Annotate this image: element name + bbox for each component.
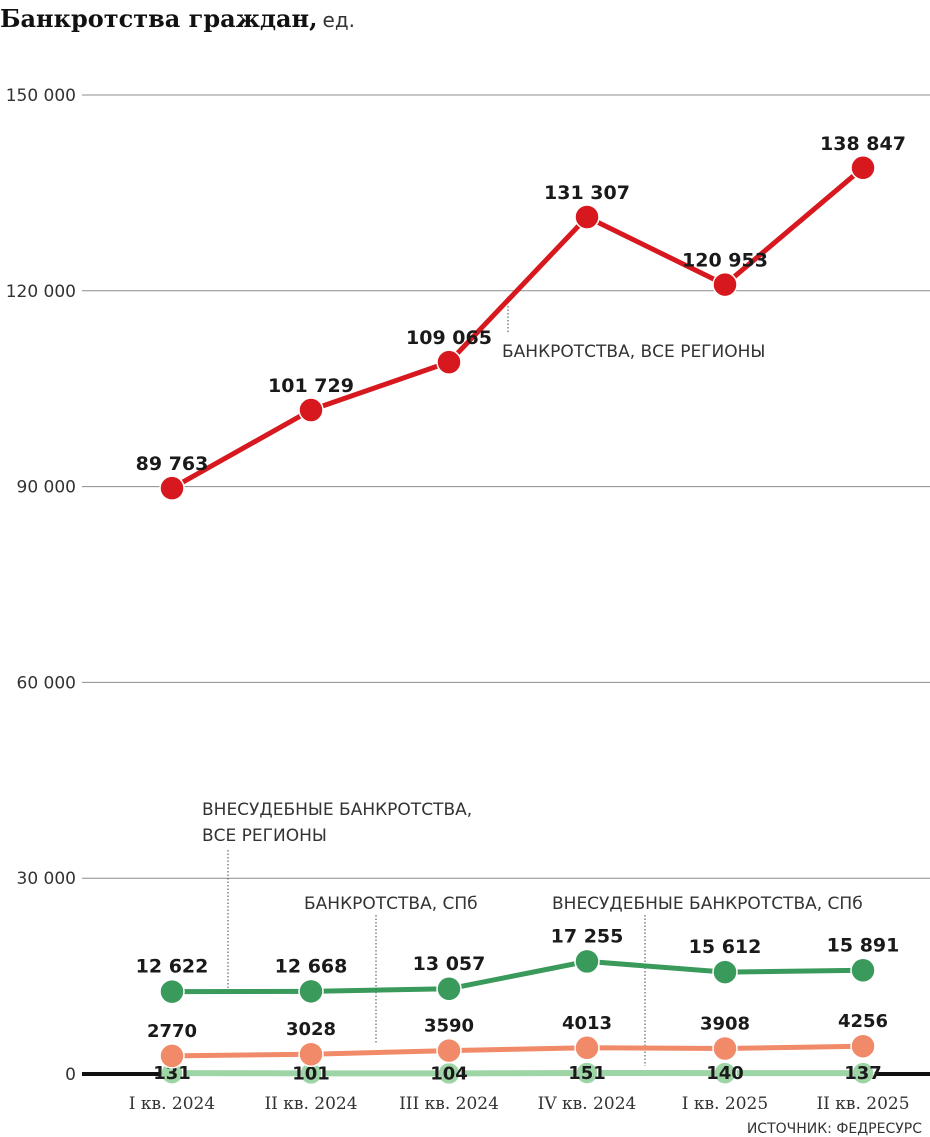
data-label-out-of-court-all: 13 057 xyxy=(413,953,486,975)
data-point-spb xyxy=(436,1037,462,1064)
data-point-spb xyxy=(574,1035,600,1061)
chart-title-unit: ед. xyxy=(322,8,356,32)
data-point-all-regions xyxy=(712,271,738,298)
annotation-all-regions: БАНКРОТСТВА, ВСЕ РЕГИОНЫ xyxy=(502,342,765,362)
x-tick-label: II кв. 2025 xyxy=(816,1094,909,1114)
x-tick-label: III кв. 2024 xyxy=(399,1094,499,1114)
x-axis-ticks: I кв. 2024 II кв. 2024 III кв. 2024 IV кв. … xyxy=(129,1094,910,1114)
data-label-out-of-court-spb: 151 xyxy=(568,1063,606,1084)
data-point-all-regions xyxy=(436,349,462,375)
data-point-out-of-court-all xyxy=(574,948,600,975)
data-label-spb: 3028 xyxy=(286,1019,336,1040)
data-label-out-of-court-all: 15 891 xyxy=(827,934,900,956)
data-label-out-of-court-all: 15 612 xyxy=(689,936,762,958)
series-line-out-of-court-all xyxy=(169,958,866,995)
data-label-out-of-court-spb: 131 xyxy=(153,1063,191,1084)
data-label-out-of-court-spb: 140 xyxy=(706,1063,744,1084)
series-layer: 131 101 104 151 140 137 2770 3028 3590 4013 3908 42… xyxy=(136,133,906,1086)
data-label-spb: 4013 xyxy=(562,1013,612,1034)
data-label-out-of-court-all: 17 255 xyxy=(551,925,624,947)
annotation-out-of-court-spb: ВНЕСУДЕБНЫЕ БАНКРОТСТВА, СПб xyxy=(552,894,863,914)
chart-title-main: Банкротства граждан, xyxy=(0,4,318,33)
y-tick-label: 30 000 xyxy=(17,869,76,889)
annotation-leaders xyxy=(227,306,646,1066)
data-label-all-regions: 131 307 xyxy=(544,182,630,204)
data-label-out-of-court-spb: 137 xyxy=(844,1063,882,1084)
y-tick-label: 120 000 xyxy=(6,282,76,302)
data-point-out-of-court-all xyxy=(712,959,738,985)
x-tick-label: II кв. 2024 xyxy=(264,1094,357,1114)
data-label-spb: 3908 xyxy=(700,1013,750,1034)
grid xyxy=(82,94,930,1076)
data-label-spb: 2770 xyxy=(147,1021,197,1042)
annotations: БАНКРОТСТВА, ВСЕ РЕГИОНЫ ВНЕСУДЕБНЫЕ БАН… xyxy=(202,342,863,914)
data-point-spb xyxy=(159,1043,185,1069)
data-label-all-regions: 138 847 xyxy=(820,133,906,155)
annotation-out-of-court-all-line2: ВСЕ РЕГИОНЫ xyxy=(202,826,327,846)
data-label-all-regions: 89 763 xyxy=(136,453,209,475)
y-axis-ticks: 0 30 000 60 000 90 000 120 000 150 000 xyxy=(6,86,76,1085)
y-tick-label: 90 000 xyxy=(17,478,76,498)
x-tick-label: I кв. 2025 xyxy=(682,1094,768,1114)
data-point-all-regions xyxy=(850,155,876,181)
data-point-all-regions xyxy=(574,204,600,230)
annotation-out-of-court-all-line1: ВНЕСУДЕБНЫЕ БАНКРОТСТВА, xyxy=(202,800,472,820)
y-tick-label: 60 000 xyxy=(17,673,76,693)
series-out-of-court-all: 12 622 12 668 13 057 17 255 15 612 15 891 xyxy=(136,925,900,1005)
y-tick-label: 150 000 xyxy=(6,86,76,106)
x-tick-label: IV кв. 2024 xyxy=(538,1094,637,1114)
data-point-out-of-court-all xyxy=(159,978,185,1005)
data-label-all-regions: 101 729 xyxy=(268,375,354,397)
source-note: ИСТОЧНИК: ФЕДРЕСУРС xyxy=(747,1121,922,1137)
series-line-spb xyxy=(169,1043,866,1059)
data-label-all-regions: 109 065 xyxy=(406,327,492,349)
y-tick-label: 0 xyxy=(65,1065,76,1085)
series-line-all-regions xyxy=(169,165,866,491)
data-label-out-of-court-all: 12 622 xyxy=(136,956,209,978)
data-label-out-of-court-spb: 104 xyxy=(430,1063,468,1084)
data-point-spb xyxy=(298,1041,324,1067)
chart-title: Банкротства граждан, ед. xyxy=(0,4,355,33)
data-point-spb xyxy=(712,1035,738,1062)
series-out-of-court-spb: 131 101 104 151 140 137 xyxy=(153,1061,882,1086)
data-label-out-of-court-spb: 101 xyxy=(292,1063,330,1084)
data-label-out-of-court-all: 12 668 xyxy=(275,955,348,977)
data-label-spb: 4256 xyxy=(838,1011,888,1032)
series-all-regions: 89 763 101 729 109 065 131 307 120 953 138 84… xyxy=(136,133,906,501)
data-label-all-regions: 120 953 xyxy=(682,250,768,272)
series-spb: 2770 3028 3590 4013 3908 4256 xyxy=(147,1011,888,1069)
data-label-spb: 3590 xyxy=(424,1016,474,1037)
data-point-out-of-court-all xyxy=(850,957,876,984)
x-tick-label: I кв. 2024 xyxy=(129,1094,215,1114)
data-point-out-of-court-all xyxy=(436,976,462,1002)
data-point-all-regions xyxy=(159,475,185,501)
data-point-all-regions xyxy=(298,397,324,423)
data-point-out-of-court-spb xyxy=(713,1061,737,1085)
data-point-out-of-court-spb xyxy=(575,1061,599,1085)
annotation-spb: БАНКРОТСТВА, СПб xyxy=(304,894,478,914)
data-point-out-of-court-spb xyxy=(851,1061,875,1085)
data-point-spb xyxy=(850,1033,876,1059)
data-point-out-of-court-all xyxy=(298,978,324,1005)
